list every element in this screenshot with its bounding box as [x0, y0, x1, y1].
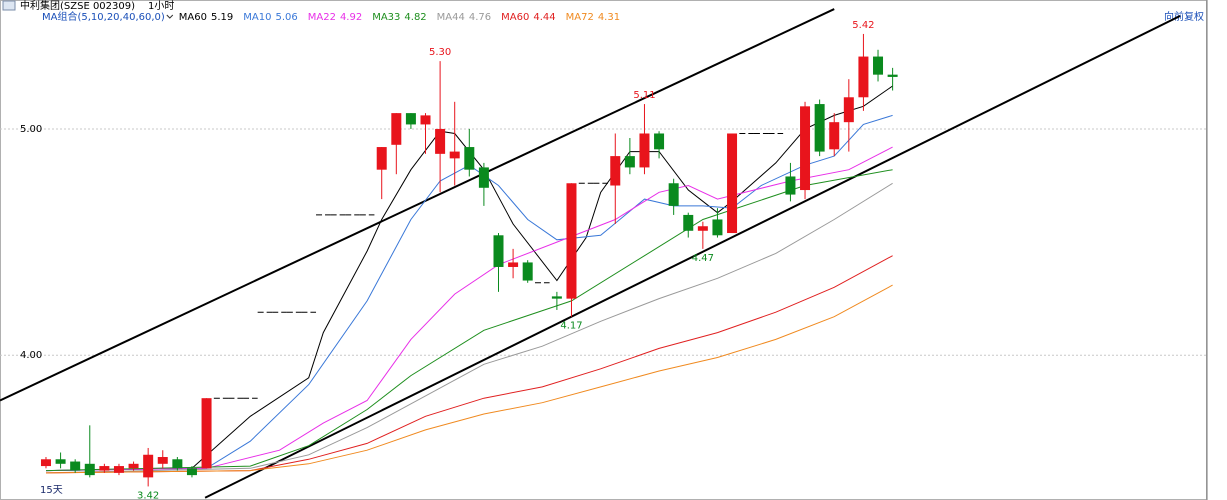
trendline [204, 14, 1181, 499]
candle-body [40, 459, 51, 467]
candle-body [420, 115, 431, 125]
candle-body [610, 156, 621, 186]
candle-body [508, 262, 519, 267]
legend-value: 5.19 [211, 12, 233, 23]
candle-body [70, 461, 81, 471]
price-annotation: 5.11 [633, 90, 655, 101]
candle-body [376, 147, 387, 170]
candle-body [683, 214, 694, 231]
candle-body [829, 122, 840, 150]
candle-body [143, 454, 154, 478]
legend-name: MA10 [243, 12, 271, 23]
candle-body [478, 167, 489, 188]
legend-value: 5.06 [275, 12, 297, 23]
candle-body [566, 183, 577, 299]
ma-line [45, 284, 893, 474]
legend-value: 4.31 [598, 12, 620, 23]
icon [2, 0, 16, 11]
candle-body [785, 176, 796, 195]
price-annotation: 3.42 [137, 490, 159, 500]
candle-body [551, 296, 562, 299]
legend-name: MA60 [501, 12, 529, 23]
candle-body [493, 235, 504, 267]
candle-body [157, 457, 168, 464]
ma-line [45, 146, 893, 472]
candle-body [84, 463, 95, 476]
candle-body [522, 262, 533, 281]
candle-body [186, 468, 197, 476]
candle-body [843, 97, 854, 123]
candle-body [99, 466, 110, 471]
legend-value: 4.92 [340, 12, 362, 23]
legend-name: MA22 [308, 12, 336, 23]
candle-body [201, 398, 212, 469]
candle-body [639, 133, 650, 168]
candle-body [449, 151, 460, 159]
candle-body [624, 156, 635, 168]
candle-body [814, 104, 825, 152]
indicator-label: MA组合(5,10,20,40,60,0) [42, 10, 165, 23]
candle-body [858, 56, 869, 98]
candle-body [435, 128, 446, 154]
ma-line [45, 255, 893, 474]
candle-body [113, 466, 124, 473]
price-annotation: 4.17 [560, 321, 582, 332]
y-tick-label: 4.00 [20, 350, 42, 361]
candle-body [654, 133, 665, 150]
stock-name: 中利集团(SZSE 002309) [20, 0, 135, 12]
price-annotation: 5.42 [852, 20, 874, 31]
candle-body [712, 219, 723, 236]
candle-body [405, 113, 416, 125]
legend-name: MA60 [179, 12, 207, 23]
candle-body [873, 56, 884, 75]
candle-body [727, 133, 738, 234]
candle-body [172, 459, 183, 469]
legend-value: 4.44 [533, 12, 555, 23]
candle-body [668, 183, 679, 206]
price-annotation: 4.47 [692, 253, 714, 264]
candle-body [697, 226, 708, 231]
candle-body [128, 463, 139, 469]
candle-body [800, 106, 811, 191]
ma-line [45, 85, 893, 472]
candle-body [55, 459, 66, 464]
trendline [0, 8, 835, 402]
range: 15天 [40, 485, 63, 496]
candle-body [887, 74, 898, 77]
legend-name: MA44 [437, 12, 465, 23]
candle-body [464, 147, 475, 170]
price-annotation: 5.30 [429, 47, 451, 58]
ma-line [45, 182, 893, 474]
legend-value: 4.82 [404, 12, 426, 23]
legend-name: MA33 [372, 12, 400, 23]
legend-value: 4.76 [469, 12, 491, 23]
legend-name: MA72 [566, 12, 594, 23]
candle-body [391, 113, 402, 145]
y-tick-label: 5.00 [20, 124, 42, 135]
dropdown [166, 14, 174, 19]
period[interactable]: 1小时 [148, 0, 174, 12]
